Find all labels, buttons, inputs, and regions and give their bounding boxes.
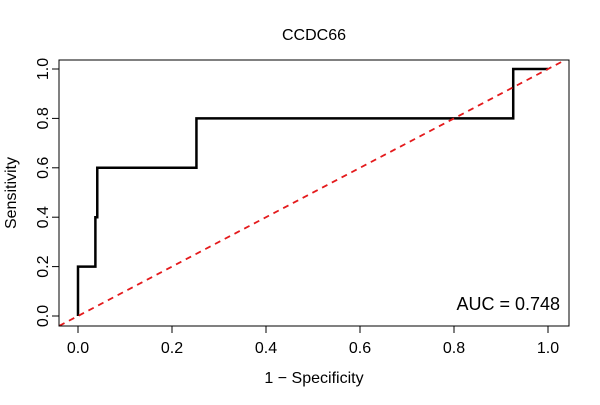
series-group (59, 60, 568, 326)
x-axis-label: 1 − Specificity (264, 370, 363, 387)
x-tick-label: 1.0 (537, 340, 559, 357)
y-tick-label: 0.6 (35, 157, 52, 179)
roc-curve-line (76, 67, 548, 316)
y-tick-label: 0.8 (35, 107, 52, 129)
y-tick-label: 0.2 (35, 255, 52, 277)
x-tick-label: 0.4 (255, 340, 277, 357)
x-axis: 0.0 0.2 0.4 0.6 0.8 1.0 (67, 325, 559, 357)
y-axis-label: Sensitivity (3, 157, 20, 229)
auc-annotation: AUC = 0.748 (456, 294, 560, 314)
chart-title: CCDC66 (282, 27, 346, 44)
y-tick-label: 0.4 (35, 206, 52, 228)
plot-layer (59, 60, 568, 326)
y-tick-label: 0.0 (35, 305, 52, 327)
plot-frame (58, 59, 570, 327)
y-axis: 0.0 0.2 0.4 0.6 0.8 1.0 (35, 58, 60, 327)
x-tick-label: 0.8 (443, 340, 465, 357)
x-tick-label: 0.0 (67, 340, 89, 357)
x-tick-label: 0.2 (161, 340, 183, 357)
x-tick-label: 0.6 (349, 340, 371, 357)
y-tick-label: 1.0 (35, 58, 52, 80)
reference-diagonal-line (59, 60, 568, 326)
